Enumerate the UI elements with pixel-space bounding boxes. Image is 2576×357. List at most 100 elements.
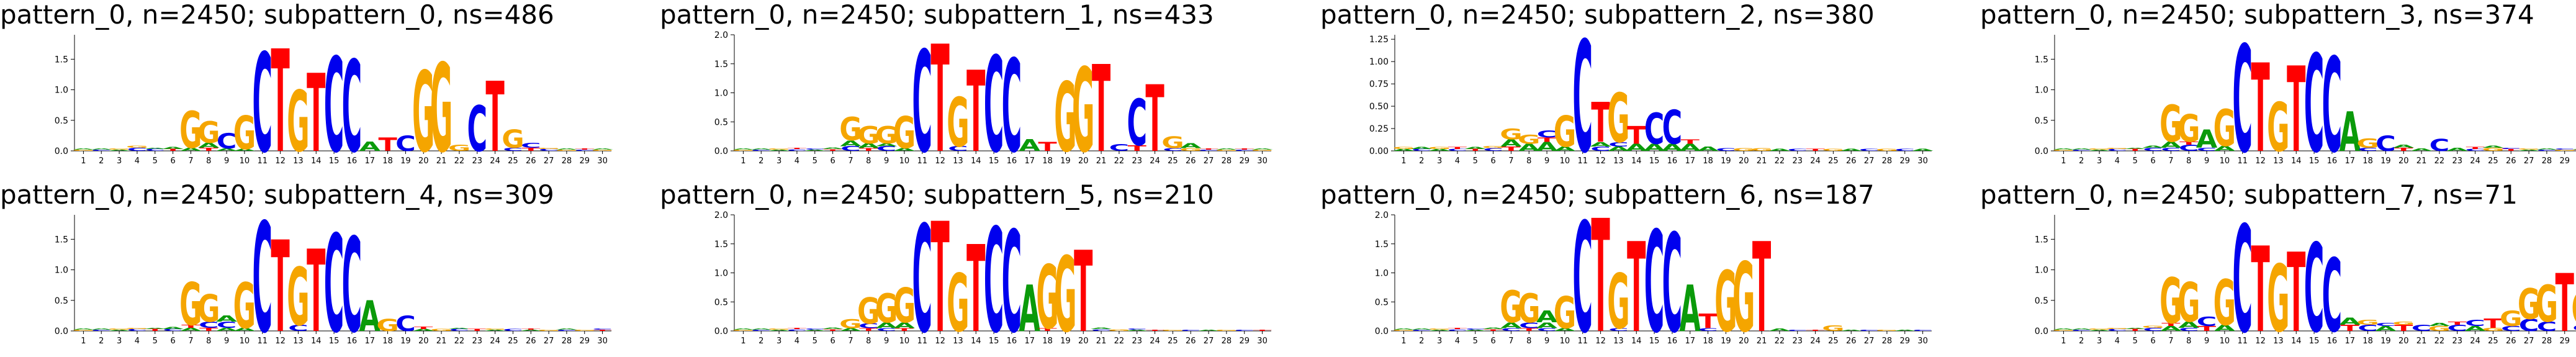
panel-title: pattern_0, n=2450; subpattern_7, ns=71 [1980, 179, 2518, 210]
x-tick-label: 1 [81, 156, 86, 166]
x-tick-label: 6 [830, 337, 835, 346]
logo-letter: C [2537, 150, 2557, 151]
x-tick-label: 29 [2559, 156, 2570, 166]
x-tick-label: 5 [153, 337, 158, 346]
logo-letter: A [876, 321, 898, 330]
x-tick-label: 18 [382, 337, 393, 346]
x-tick-label: 17 [364, 156, 375, 166]
logo-letter: T [1074, 228, 1092, 357]
logo-letter: C [395, 132, 416, 156]
logo-plot: 0.000.250.500.751.001.251 2 3 4 5 6 7 8 9 10 11 12 1… [1369, 9, 1934, 188]
logo-letter: C [288, 323, 308, 333]
x-tick-label: 14 [311, 156, 322, 166]
logo-letter: C [2519, 315, 2539, 335]
logo-letter: A [2142, 145, 2164, 148]
logo-letter: T [823, 329, 842, 332]
x-tick-label: 29 [1899, 337, 1910, 346]
logo-letter: A [520, 330, 542, 332]
y-tick-label: 1.5 [2035, 235, 2048, 245]
x-tick-label: 30 [597, 156, 608, 166]
logo-letter: T [1235, 148, 1254, 150]
x-tick-label: 12 [935, 337, 945, 346]
logo-letter: C [127, 147, 148, 152]
logo-letter: T [859, 327, 878, 332]
x-tick-label: 18 [1703, 156, 1713, 166]
x-tick-label: 15 [989, 156, 999, 166]
logo-letter: C [1448, 329, 1468, 332]
y-tick-label: 1.25 [1369, 35, 1389, 45]
x-tick-label: 27 [1204, 156, 1214, 166]
logo-letter: A [2411, 148, 2433, 151]
logo-letter: C [1537, 327, 1557, 332]
logo-letter: A [822, 147, 844, 150]
y-tick-label: 0.5 [2035, 296, 2048, 306]
logo-letter: C [1412, 330, 1432, 332]
x-tick-label: 23 [1792, 156, 1803, 166]
logo-letter: G [2500, 307, 2522, 331]
x-tick-label: 20 [1739, 156, 1749, 166]
logo-letter: T [2287, 230, 2305, 357]
logo-letter: C [912, 196, 932, 357]
logo-letter: C [342, 210, 363, 357]
logo-letter: A [1019, 136, 1040, 155]
y-tick-label: 0.0 [2035, 327, 2048, 337]
logo-letter: A [73, 328, 94, 330]
logo-letter: G [591, 150, 613, 151]
logo-letter: G [179, 102, 202, 160]
x-tick-label: 22 [1775, 156, 1785, 166]
logo-letter: T [2287, 43, 2305, 179]
x-tick-label: 27 [544, 337, 554, 346]
y-tick-label: 1.5 [55, 55, 68, 65]
logo-letter: A [2518, 150, 2540, 151]
x-tick-label: 16 [1667, 337, 1678, 346]
logo-letter: C [1716, 148, 1736, 152]
x-tick-label: 6 [170, 337, 175, 346]
logo-letter: A [1251, 148, 1273, 150]
logo-letter: A [198, 142, 219, 150]
x-tick-label: 10 [1560, 337, 1570, 346]
logo-letter: A [2160, 325, 2181, 333]
logo-letter: A [1536, 307, 1557, 326]
x-tick-label: 3 [2097, 156, 2102, 166]
x-tick-label: 20 [418, 337, 429, 346]
panel-title: pattern_0, n=2450; subpattern_6, ns=187 [1320, 179, 1875, 210]
logo-letter: A [1216, 148, 1238, 150]
logo-letter: C [2358, 147, 2378, 152]
x-tick-label: 13 [1613, 156, 1624, 166]
logo-letter: A [1912, 149, 1934, 151]
logo-letter: G [2213, 100, 2236, 158]
logo-letter: T [1502, 145, 1520, 153]
logo-letter: C [1109, 142, 1130, 153]
x-tick-label: 14 [2291, 156, 2302, 166]
logo-letter: C [1698, 327, 1718, 332]
logo-letter: A [2178, 320, 2200, 330]
x-tick-label: 15 [1649, 337, 1660, 346]
logo-letter: G [538, 148, 560, 150]
x-tick-label: 7 [1508, 337, 1513, 346]
x-tick-label: 3 [777, 156, 781, 166]
logo-letter: C [2376, 132, 2396, 156]
x-tick-label: 11 [1577, 337, 1588, 346]
x-tick-label: 22 [2434, 156, 2445, 166]
logo-letter: A [234, 327, 256, 332]
x-tick-label: 28 [2542, 156, 2552, 166]
y-tick-label: 0.5 [55, 296, 68, 306]
logo-letter: G [1392, 147, 1415, 150]
logo-letter: A [2536, 148, 2558, 150]
logo-letter: A [449, 328, 471, 330]
logo-letter: T [2502, 148, 2521, 151]
logo-letter: G [2106, 328, 2128, 330]
x-tick-label: 14 [1631, 337, 1642, 346]
logo-letter: C [2430, 135, 2450, 155]
logo-letter: C [2501, 148, 2521, 150]
logo-letter: A [2340, 315, 2361, 327]
x-tick-label: 19 [400, 337, 411, 346]
x-tick-label: 9 [1544, 156, 1549, 166]
logo-letter: A [162, 327, 184, 330]
logo-letter: T [2251, 38, 2269, 180]
x-tick-label: 3 [1437, 337, 1442, 346]
x-tick-label: 22 [1114, 156, 1125, 166]
x-tick-label: 27 [1864, 337, 1875, 346]
x-tick-label: 15 [1649, 156, 1660, 166]
logo-letter: T [2179, 141, 2199, 146]
